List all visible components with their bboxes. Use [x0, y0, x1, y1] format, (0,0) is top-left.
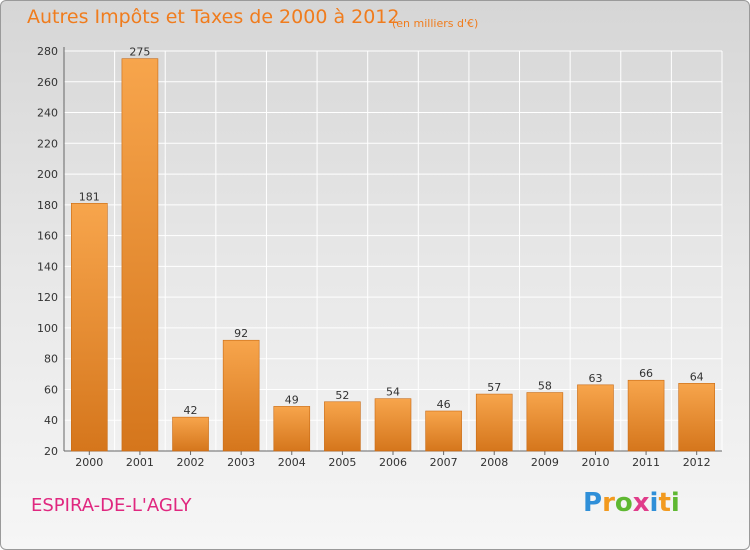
y-tick-label: 240: [37, 107, 58, 120]
x-tick-label: 2006: [379, 456, 407, 469]
x-tick-label: 2004: [278, 456, 306, 469]
bar: [121, 58, 159, 452]
y-tick-label: 80: [44, 353, 58, 366]
x-tick-label: 2000: [75, 456, 103, 469]
y-tick-label: 280: [37, 45, 58, 58]
logo-letter: x: [632, 488, 650, 518]
proxiti-logo: Proxiti: [583, 488, 680, 518]
bar-value-label: 57: [487, 381, 501, 394]
bar: [71, 203, 108, 452]
x-tick-label: 2009: [531, 456, 559, 469]
bar: [627, 379, 665, 452]
bar-value-label: 49: [285, 393, 299, 406]
y-tick-label: 20: [44, 445, 58, 458]
bar: [374, 398, 412, 452]
y-tick-label: 180: [37, 199, 58, 212]
x-tick-label: 2012: [683, 456, 711, 469]
bar: [475, 393, 513, 452]
x-tick-label: 2010: [581, 456, 609, 469]
bars: [71, 58, 715, 452]
x-tick-label: 2005: [328, 456, 356, 469]
y-tick-label: 140: [37, 260, 58, 273]
location-name: ESPIRA-DE-L'AGLY: [31, 495, 192, 516]
bar-value-label: 181: [79, 190, 100, 203]
y-tick-label: 260: [37, 76, 58, 89]
bar: [222, 339, 260, 452]
y-tick-label: 60: [44, 383, 58, 396]
chart-unit: (en milliers d'€): [392, 17, 479, 30]
y-tick-label: 200: [37, 168, 58, 181]
y-tick-label: 40: [44, 414, 58, 427]
y-tick-label: 120: [37, 291, 58, 304]
x-tick-label: 2008: [480, 456, 508, 469]
logo-letter: i: [649, 488, 659, 518]
bar: [425, 410, 462, 452]
bar-value-label: 64: [690, 370, 704, 383]
y-tick-label: 160: [37, 230, 58, 243]
y-tick-label: 220: [37, 137, 58, 150]
logo-letter: i: [670, 488, 680, 518]
bar-value-label: 66: [639, 367, 653, 380]
bar-value-label: 63: [588, 372, 602, 385]
bar: [172, 416, 209, 452]
bar-value-label: 58: [538, 380, 552, 393]
x-tick-label: 2003: [227, 456, 255, 469]
chart-title: Autres Impôts et Taxes de 2000 à 2012: [27, 6, 400, 28]
bar: [526, 392, 564, 452]
labels: 20 40 60 80 100 120 140 160 180 200 220 240 260 280 18…: [37, 45, 711, 469]
x-tick-label: 2002: [177, 456, 205, 469]
bar-value-label: 52: [335, 389, 349, 402]
x-tick-label: 2011: [632, 456, 660, 469]
bar-value-label: 54: [386, 386, 400, 399]
x-tick-label: 2007: [430, 456, 458, 469]
logo-letter: o: [614, 488, 633, 518]
bar: [678, 383, 715, 452]
bar-value-label: 42: [184, 404, 198, 417]
y-tick-label: 100: [37, 322, 58, 335]
bar-value-label: 46: [437, 398, 451, 411]
x-tick-label: 2001: [126, 456, 154, 469]
bar-value-label: 92: [234, 327, 248, 340]
bar: [577, 384, 614, 452]
logo-letter: P: [583, 488, 603, 518]
logo-letter: r: [602, 488, 615, 518]
bar: [273, 406, 311, 452]
bar-value-label: 275: [129, 46, 150, 59]
logo-letter: t: [658, 488, 671, 518]
bar: [324, 401, 361, 452]
